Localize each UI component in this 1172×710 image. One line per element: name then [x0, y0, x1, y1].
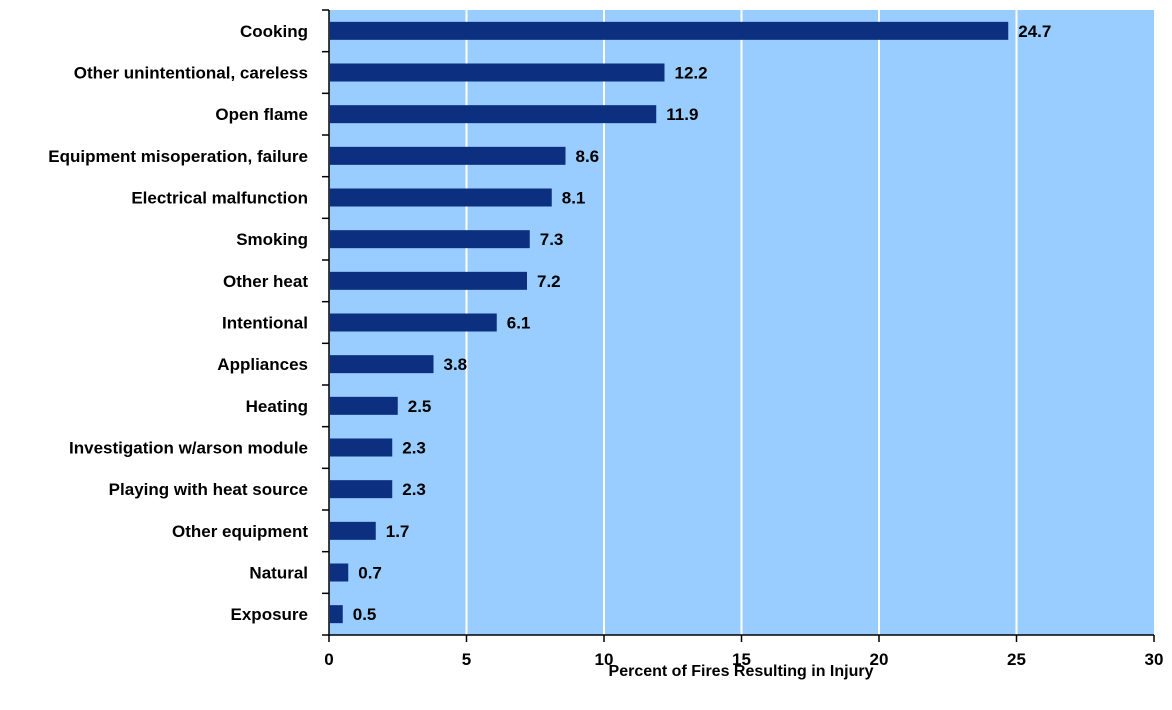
- bar: [330, 105, 657, 124]
- data-label: 1.7: [386, 522, 410, 541]
- bar: [330, 21, 1009, 40]
- category-label: Cooking: [240, 22, 308, 41]
- category-label: Electrical malfunction: [131, 189, 308, 208]
- x-tick-label: 10: [595, 650, 614, 669]
- data-label: 2.3: [402, 439, 426, 458]
- category-label: Investigation w/arson module: [69, 439, 308, 458]
- bar: [330, 355, 434, 374]
- category-label: Open flame: [215, 105, 308, 124]
- category-label: Other equipment: [172, 522, 308, 541]
- data-label: 7.3: [540, 230, 564, 249]
- bar: [330, 146, 566, 165]
- x-tick-labels: 0 5 10 15 20 25 30: [324, 650, 1163, 669]
- bar: [330, 480, 393, 499]
- bar: [330, 63, 665, 82]
- data-label: 8.6: [576, 147, 600, 166]
- x-tick-label: 0: [324, 650, 333, 669]
- x-tick-label: 15: [732, 650, 751, 669]
- bar: [330, 521, 376, 540]
- x-tick-label: 5: [462, 650, 471, 669]
- category-label: Natural: [249, 564, 308, 583]
- axes: [322, 9, 1155, 642]
- bar: [330, 605, 343, 624]
- category-label: Other heat: [223, 272, 308, 291]
- x-tick-label: 20: [870, 650, 889, 669]
- value-labels: 24.7 12.2 11.9 8.6 8.1 7.3 7.2 6.1 3.8 2.5 2.3 2.3 1…: [353, 22, 1052, 624]
- x-tick-label: 25: [1007, 650, 1026, 669]
- category-label: Exposure: [231, 605, 308, 624]
- category-label: Intentional: [222, 314, 308, 333]
- category-label: Appliances: [217, 355, 308, 374]
- category-label: Heating: [246, 397, 308, 416]
- bars: [330, 21, 1009, 624]
- bar: [330, 313, 497, 332]
- data-label: 7.2: [537, 272, 561, 291]
- data-label: 8.1: [562, 189, 586, 208]
- bar: [330, 230, 530, 249]
- bar: [330, 396, 398, 415]
- category-label: Other unintentional, careless: [74, 64, 308, 83]
- data-label: 2.5: [408, 397, 432, 416]
- data-label: 6.1: [507, 314, 531, 333]
- data-label: 0.5: [353, 605, 377, 624]
- category-labels: Cooking Other unintentional, careless Open…: [48, 22, 308, 624]
- data-label: 3.8: [444, 355, 468, 374]
- data-label: 0.7: [358, 564, 382, 583]
- data-label: 11.9: [666, 105, 698, 124]
- x-tick-label: 30: [1145, 650, 1164, 669]
- bar: [330, 438, 393, 457]
- data-label: 12.2: [675, 64, 708, 83]
- category-label: Smoking: [236, 230, 308, 249]
- data-label: 24.7: [1018, 22, 1051, 41]
- data-label: 2.3: [402, 480, 426, 499]
- category-label: Equipment misoperation, failure: [48, 147, 308, 166]
- x-axis-title: Percent of Fires Resulting in Injury: [609, 663, 874, 680]
- bar: [330, 271, 527, 290]
- category-label: Playing with heat source: [109, 480, 308, 499]
- bar: [330, 188, 552, 207]
- bar: [330, 563, 349, 582]
